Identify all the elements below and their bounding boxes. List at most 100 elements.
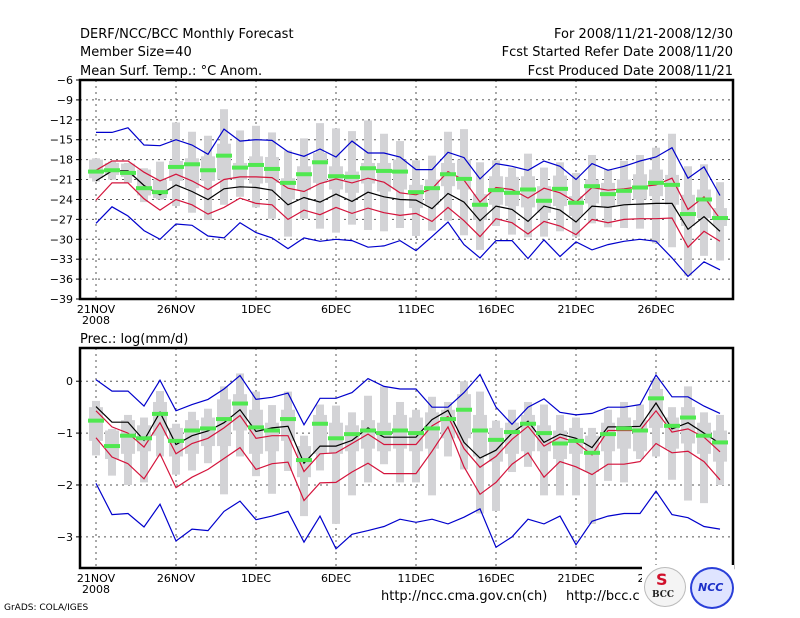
prec-box <box>697 422 711 454</box>
prec-frame <box>78 346 735 570</box>
temp-median-mark <box>280 180 296 185</box>
prec-median-mark <box>376 431 392 436</box>
prec-median-mark <box>680 415 696 420</box>
temp-xtick-label: 26DEC <box>637 303 674 316</box>
temp-median-mark <box>120 170 136 175</box>
prec-median-mark <box>200 426 216 431</box>
temp-max-line <box>96 127 721 196</box>
prec-whisker <box>348 412 356 496</box>
prec-median-mark <box>520 421 536 426</box>
prec-median-mark <box>136 436 152 441</box>
temp-box <box>217 143 231 180</box>
prec-median-mark <box>504 430 520 435</box>
temp-xtick-label: 1DEC <box>241 303 271 316</box>
prec-xtick-label: 1DEC <box>241 572 271 585</box>
prec-ytick-label: 0 <box>66 375 73 388</box>
prec-median-mark <box>184 428 200 433</box>
temp-box <box>409 184 423 209</box>
bcc-swirl-icon: S <box>656 570 668 589</box>
prec-box <box>617 417 631 449</box>
prec-xtick-label: 2008 <box>82 583 110 596</box>
prec-whisker <box>700 412 708 504</box>
prec-box <box>345 425 359 452</box>
bcc-logo-label: BCC <box>652 590 675 600</box>
prec-median-mark <box>600 432 616 437</box>
prec-box <box>633 420 647 452</box>
prec-box <box>665 417 679 449</box>
temp-box <box>89 159 103 179</box>
temp-median-mark <box>488 188 504 193</box>
prec-whisker <box>332 405 340 524</box>
prec-median-mark <box>712 440 728 445</box>
prec-box <box>457 394 471 439</box>
temp-median-mark <box>440 172 456 177</box>
prec-median-mark <box>616 426 632 431</box>
temp-xtick-label: 21NOV <box>77 303 116 316</box>
logos: S BCC NCC <box>642 565 734 609</box>
prec-whisker <box>684 386 692 501</box>
prec-xtick-label: 21DEC <box>557 572 594 585</box>
prec-whisker <box>572 417 580 496</box>
prec-upper-line <box>95 409 721 473</box>
temp-median-mark <box>504 190 520 195</box>
chart-title: DERF/NCC/BCC Monthly Forecast <box>80 27 294 42</box>
temp-ytick-label: −33 <box>50 253 73 266</box>
temp-lower-line <box>95 182 721 249</box>
temp-median-mark <box>264 166 280 171</box>
temp-median-mark <box>552 186 568 191</box>
prec-box <box>649 388 663 428</box>
temp-ytick-label: −12 <box>50 114 73 127</box>
temp-ytick-label: −6 <box>57 74 73 87</box>
prec-median-mark <box>280 417 296 422</box>
ncc-logo-label: NCC <box>698 581 724 594</box>
prec-median-mark <box>328 436 344 441</box>
prec-median-mark <box>120 433 136 438</box>
temp-median-mark <box>360 166 376 171</box>
temp-ytick-label: −30 <box>50 233 73 246</box>
temp-ytick-label: −21 <box>50 174 73 187</box>
temp-ytick-label: −39 <box>50 293 73 306</box>
prec-median-mark <box>104 444 120 449</box>
prec-median-mark <box>536 431 552 436</box>
temp-median-mark <box>184 162 200 167</box>
prec-box <box>601 422 615 452</box>
prec-median-mark <box>344 432 360 437</box>
prec-max-line <box>95 373 721 427</box>
temp-median-mark <box>584 184 600 189</box>
prec-box <box>473 414 487 457</box>
temp-mean-line <box>95 170 721 232</box>
prec-median-mark <box>472 428 488 433</box>
temp-median-mark <box>632 185 648 190</box>
prec-ytick-label: −1 <box>57 427 73 440</box>
temp-median-mark <box>568 200 584 205</box>
prec-median-mark <box>88 418 104 423</box>
prec-median-mark <box>216 417 232 422</box>
prec-xtick-label: 26NOV <box>157 572 196 585</box>
temp-median-mark <box>312 160 328 165</box>
temp-frame <box>78 78 735 301</box>
prec-xtick-label: 21NOV <box>77 572 116 585</box>
temp-median-mark <box>104 168 120 173</box>
temp-median-mark <box>424 186 440 191</box>
prec-ytick-label: −3 <box>57 531 73 544</box>
temp-ytick-label: −15 <box>50 134 73 147</box>
temp-xtick-label: 6DEC <box>321 303 351 316</box>
prec-xtick-label: 11DEC <box>397 572 434 585</box>
temp-box <box>137 169 151 196</box>
temp-median-mark <box>648 180 664 185</box>
temp-box <box>313 153 327 183</box>
temp-min-line <box>95 206 721 278</box>
temp-ytick-label: −9 <box>57 94 73 107</box>
temp-median-mark <box>136 186 152 191</box>
prec-median-mark <box>488 437 504 442</box>
temp-median-mark <box>536 198 552 203</box>
prec-min-line <box>95 483 721 550</box>
prec-median-mark <box>152 411 168 416</box>
prec-median-mark <box>440 417 456 422</box>
prec-median-mark <box>168 438 184 443</box>
temp-median-mark <box>472 202 488 207</box>
temp-ytick-label: −27 <box>50 213 73 226</box>
temp-median-mark <box>376 168 392 173</box>
prec-box <box>313 414 327 454</box>
temp-xtick-label: 2008 <box>82 314 110 327</box>
